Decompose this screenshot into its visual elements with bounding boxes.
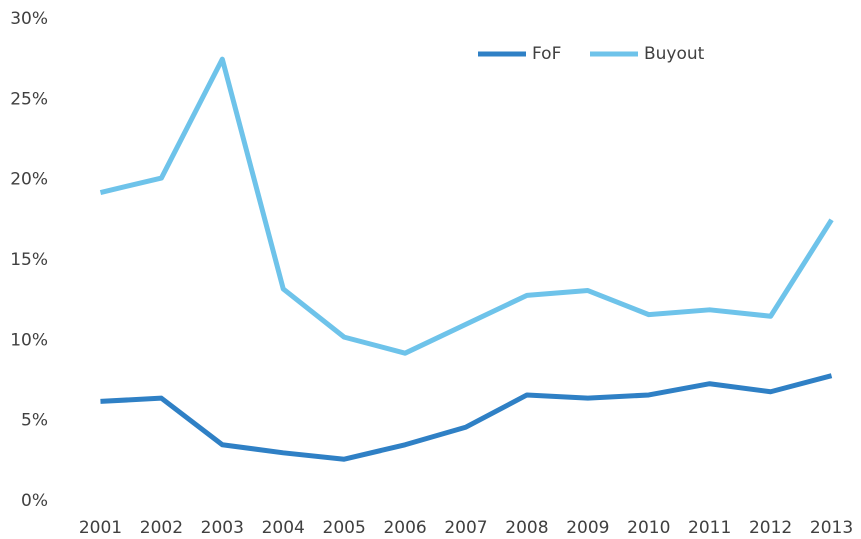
legend-label: Buyout <box>644 44 705 64</box>
line-series <box>99 56 834 356</box>
line-series <box>100 373 833 462</box>
y-tick-label: 10% <box>10 330 48 350</box>
y-tick-label: 30% <box>10 9 48 29</box>
x-tick-label: 2009 <box>566 518 609 538</box>
x-tick-label: 2010 <box>627 518 670 538</box>
y-tick-label: 25% <box>10 89 48 109</box>
y-tick-label: 15% <box>10 250 48 270</box>
x-tick-label: 2003 <box>201 518 244 538</box>
x-tick-label: 2007 <box>444 518 487 538</box>
legend-label: FoF <box>532 44 561 64</box>
y-tick-label: 0% <box>21 491 48 511</box>
x-tick-label: 2013 <box>810 518 853 538</box>
x-tick-label: 2006 <box>383 518 426 538</box>
x-tick-label: 2005 <box>323 518 366 538</box>
x-tick-label: 2001 <box>79 518 122 538</box>
x-tick-label: 2002 <box>140 518 183 538</box>
x-tick-label: 2011 <box>688 518 731 538</box>
x-tick-label: 2012 <box>749 518 792 538</box>
x-tick-label: 2008 <box>505 518 548 538</box>
y-tick-label: 20% <box>10 170 48 190</box>
y-tick-label: 5% <box>21 411 48 431</box>
x-tick-label: 2004 <box>262 518 305 538</box>
